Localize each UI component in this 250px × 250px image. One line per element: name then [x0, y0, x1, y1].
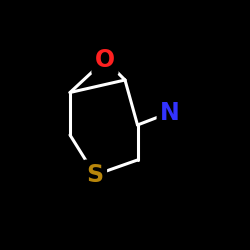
Text: S: S [86, 163, 104, 187]
Text: N: N [160, 100, 180, 124]
Text: O: O [95, 48, 115, 72]
